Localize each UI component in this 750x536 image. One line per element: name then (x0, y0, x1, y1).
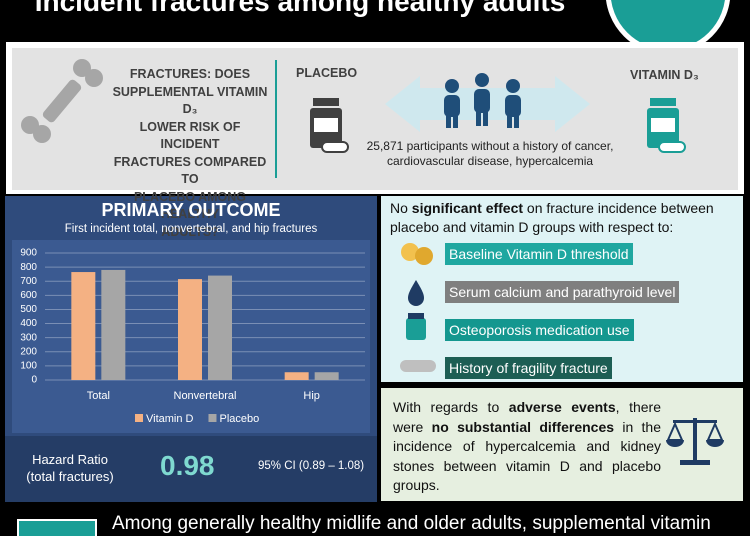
y-tick-label: 0 (31, 375, 37, 386)
y-tick-label: 700 (20, 276, 37, 287)
text-line: cardiovascular disease, hypercalcemia (386, 154, 594, 168)
y-tick-label: 300 (20, 332, 37, 343)
text: With regards to (393, 399, 509, 415)
question: FRACTURES: DOES SUPPLEMENTAL VITAMIN D₃ LO… (110, 66, 270, 241)
vitamin-label: VITAMIN D₃ (630, 68, 699, 82)
text-line: SUPPLEMENTAL VITAMIN D₃ (112, 84, 268, 117)
y-tick-label: 600 (20, 290, 37, 301)
placebo-label: PLACEBO (296, 66, 358, 80)
effect-item: Osteoporosis medication use (445, 319, 634, 341)
vitamin-icon (647, 98, 686, 153)
hazard-panel (5, 436, 377, 502)
y-tick-label: 500 (20, 304, 37, 315)
adverse-panel (381, 388, 743, 501)
page-title: Incident fractures among healthy adults (34, 0, 566, 17)
conclusion-band (0, 506, 750, 536)
y-tick-label: 100 (20, 361, 37, 372)
legend-label: Vitamin D (146, 413, 194, 425)
bar (71, 272, 96, 380)
adverse-text: With regards to adverse events, there we… (393, 398, 661, 496)
conclusion: Among generally healthy midlife and olde… (112, 513, 711, 534)
effects-intro: No significant effect on fracture incide… (390, 199, 735, 237)
legend-swatch (135, 414, 143, 422)
emphasis: adverse events (508, 399, 616, 415)
bone-icon (21, 59, 103, 143)
people-icon (444, 73, 521, 128)
y-tick-label: 200 (20, 346, 37, 357)
y-tick-label: 900 (20, 248, 37, 259)
question-panel (12, 48, 738, 190)
text: on fracture incidence between placebo an… (390, 200, 714, 235)
bar (314, 372, 339, 380)
emphasis: significant effect (411, 200, 524, 216)
placebo-icon (310, 98, 349, 153)
text-line: (total fractures) (26, 469, 114, 484)
bar (284, 372, 309, 380)
bar (178, 279, 202, 380)
bar (101, 269, 126, 380)
outcome-subtitle: First incident total, nonvertebral, and … (64, 223, 318, 235)
text-line: 25,871 participants without a history of… (366, 139, 614, 153)
effect-item: Serum calcium and parathyroid level (445, 281, 680, 303)
text: No (390, 200, 412, 216)
text: in the incidence of hypercalcemia and ki… (393, 418, 662, 494)
effect-icons (400, 243, 436, 372)
text-line: FRACTURES COMPARED TO (113, 154, 267, 187)
effect-item: History of fragility fracture (445, 357, 612, 379)
scales-icon (666, 418, 724, 465)
x-tick-label: Hip (303, 390, 320, 402)
hazard-label: Hazard Ratio (total fractures) (10, 451, 130, 485)
text: , there were (393, 399, 661, 435)
bar-chart: 0 100 200 300 400 500 600 700 800 900 Total Nonvert… (20, 248, 365, 425)
text-line: ADULTS? (161, 224, 219, 239)
legend-label: Placebo (219, 413, 259, 425)
participants: 25,871 participants without a history of… (340, 139, 640, 169)
hazard-value: 0.98 (160, 450, 215, 481)
text-line: PLACEBO AMONG HEALTHY (133, 189, 247, 222)
y-tick-label: 400 (20, 318, 37, 329)
x-tick-label: Nonvertebral (174, 390, 237, 402)
x-tick-label: Total (87, 390, 110, 402)
text-line: LOWER RISK OF INCIDENT (139, 119, 241, 152)
legend-swatch (208, 414, 217, 422)
effect-item: Baseline Vitamin D threshold (445, 243, 633, 265)
hazard-ci: 95% CI (0.89 – 1.08) (258, 460, 365, 472)
conclusion-icon (17, 519, 97, 536)
y-tick-label: 800 (20, 262, 37, 273)
text-line: FRACTURES: DOES (129, 67, 251, 81)
bar (208, 275, 232, 380)
emphasis: no substantial differences (431, 418, 615, 435)
outcome-title: PRIMARY OUTCOME (101, 200, 281, 220)
text-line: Hazard Ratio (32, 452, 108, 467)
